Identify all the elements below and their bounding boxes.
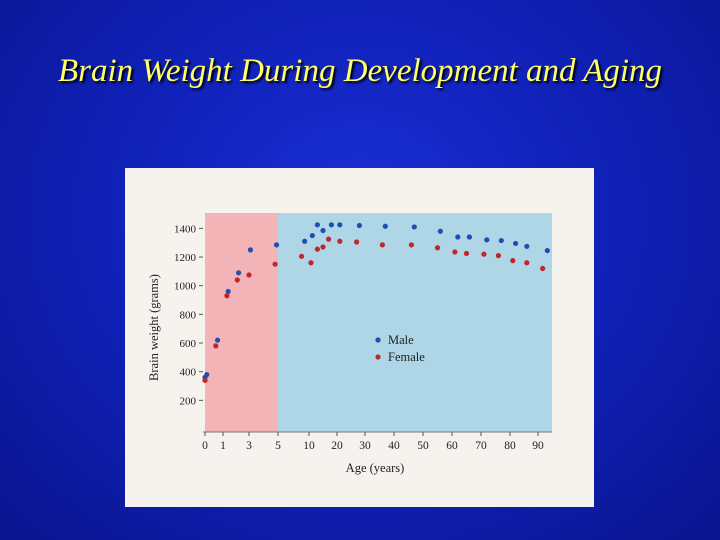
male-point bbox=[498, 237, 504, 244]
series-male bbox=[202, 222, 550, 381]
y-tick-label: 200 bbox=[180, 395, 197, 407]
y-tick-label: 1200 bbox=[174, 252, 197, 264]
female-point bbox=[379, 242, 385, 248]
female-point bbox=[326, 236, 332, 242]
male-point bbox=[337, 222, 343, 228]
y-tick-label: 1400 bbox=[174, 223, 197, 235]
male-point bbox=[225, 288, 231, 295]
female-point bbox=[510, 258, 516, 264]
x-tick-label: 0 bbox=[202, 440, 208, 452]
x-tick-label: 70 bbox=[475, 440, 487, 452]
female-point bbox=[213, 343, 219, 349]
female-point bbox=[224, 293, 230, 299]
x-tick-label: 90 bbox=[532, 440, 544, 452]
male-point bbox=[466, 234, 472, 240]
x-tick-label: 5 bbox=[275, 440, 281, 452]
male-point bbox=[524, 243, 530, 249]
shaded-regions bbox=[205, 213, 552, 432]
male-point bbox=[328, 222, 334, 228]
male-point bbox=[484, 237, 490, 243]
figure-panel: Brain weight (grams) 200 400 600 800 1000 120… bbox=[125, 168, 594, 507]
development-band bbox=[205, 213, 278, 432]
male-point bbox=[437, 228, 443, 234]
female-point bbox=[354, 239, 360, 245]
legend-marker-male bbox=[375, 337, 381, 343]
y-tick-label: 800 bbox=[180, 309, 197, 321]
female-point bbox=[320, 244, 326, 250]
male-point bbox=[273, 242, 280, 248]
female-point bbox=[337, 238, 343, 244]
y-tick-label: 400 bbox=[180, 367, 197, 379]
male-point bbox=[204, 371, 210, 378]
female-point bbox=[481, 251, 487, 257]
male-point bbox=[382, 223, 388, 229]
male-point bbox=[236, 270, 242, 276]
female-point bbox=[298, 253, 305, 259]
male-point bbox=[314, 222, 320, 228]
male-point bbox=[309, 232, 315, 239]
x-tick-label: 40 bbox=[388, 440, 400, 452]
y-axis: Brain weight (grams) 200 400 600 800 1000 120… bbox=[147, 223, 203, 407]
slide-title: Brain Weight During Development and Agin… bbox=[57, 53, 663, 89]
x-tick-label: 60 bbox=[446, 440, 458, 452]
female-point bbox=[524, 260, 530, 266]
y-tick-label: 1000 bbox=[174, 281, 197, 293]
male-point bbox=[411, 224, 417, 230]
female-point bbox=[246, 272, 252, 278]
legend-label-male: Male bbox=[388, 333, 414, 347]
x-tick-label: 30 bbox=[359, 440, 371, 452]
female-point bbox=[408, 242, 414, 248]
data-points bbox=[202, 222, 550, 383]
male-point bbox=[513, 240, 519, 247]
female-point bbox=[202, 377, 208, 383]
x-axis-label: Age (years) bbox=[346, 461, 405, 475]
female-point bbox=[463, 250, 470, 257]
brain-weight-chart: Brain weight (grams) 2004006008001000120… bbox=[147, 213, 552, 475]
male-point bbox=[455, 234, 461, 240]
y-axis-label: Brain weight (grams) bbox=[147, 274, 161, 381]
legend-label-female: Female bbox=[388, 350, 425, 364]
female-point bbox=[272, 261, 278, 267]
legend-marker-female bbox=[375, 354, 381, 360]
male-point bbox=[302, 238, 308, 244]
x-tick-label: 10 bbox=[303, 440, 315, 452]
female-point bbox=[540, 265, 546, 272]
female-point bbox=[314, 246, 320, 252]
x-tick-label: 3 bbox=[246, 440, 252, 452]
y-tick-label: 600 bbox=[180, 338, 197, 350]
male-point bbox=[356, 222, 362, 229]
x-tick-label: 50 bbox=[417, 440, 429, 452]
female-point bbox=[495, 253, 501, 259]
x-tick-label: 1 bbox=[220, 440, 226, 452]
x-axis: Age (years) 0 1 3 5 10 20 30 40 50 60 70 80 90 bbox=[202, 431, 552, 475]
legend: Male Female bbox=[375, 333, 425, 364]
male-point bbox=[320, 227, 326, 234]
x-tick-label: 20 bbox=[331, 440, 343, 452]
male-point bbox=[544, 247, 550, 254]
male-point bbox=[247, 247, 254, 253]
male-point bbox=[215, 337, 221, 343]
female-point bbox=[234, 277, 240, 283]
female-point bbox=[308, 260, 314, 266]
female-point bbox=[452, 249, 458, 255]
female-point bbox=[434, 245, 441, 251]
series-female bbox=[202, 236, 546, 383]
aging-band bbox=[278, 213, 552, 432]
x-tick-label: 80 bbox=[504, 440, 516, 452]
